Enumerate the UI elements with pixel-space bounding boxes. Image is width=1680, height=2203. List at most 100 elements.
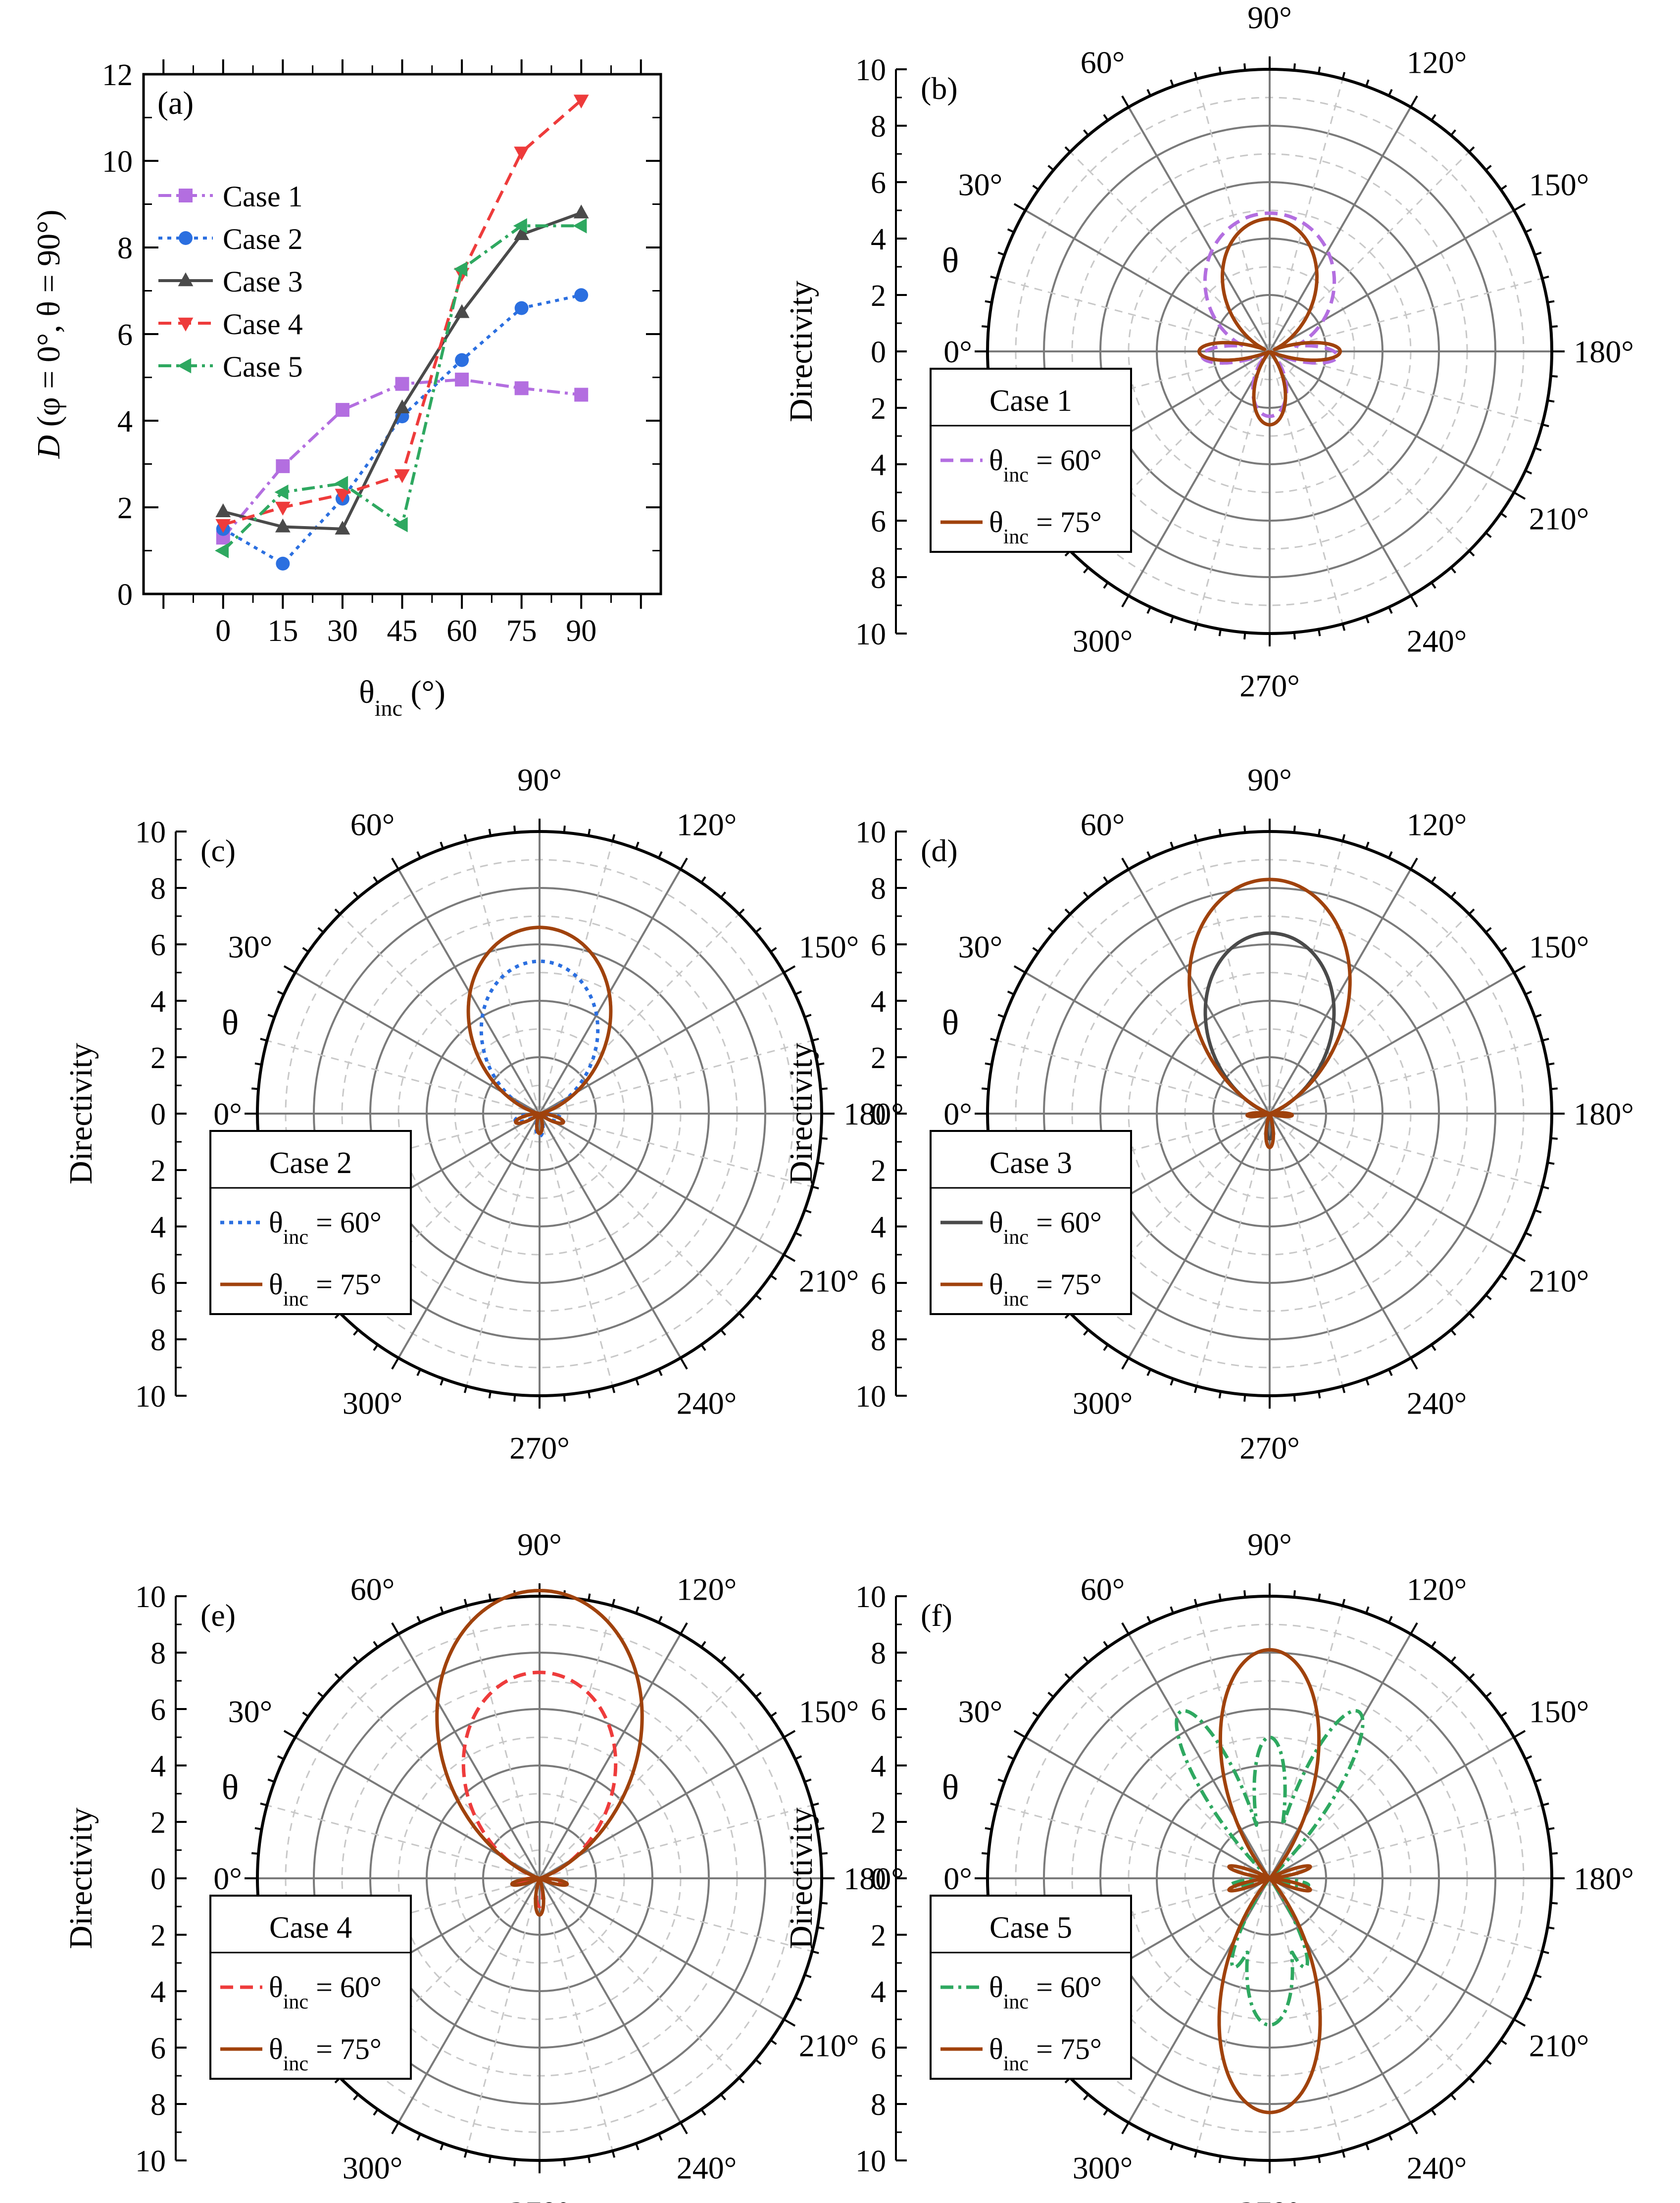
grid-spoke <box>397 1113 541 1359</box>
data-point <box>454 304 470 318</box>
angle-tick <box>1513 1730 1526 1738</box>
angle-tick <box>1083 567 1089 574</box>
grid-spoke <box>1196 1113 1271 1386</box>
grid-spoke <box>1269 350 1515 493</box>
radial-tick-label: 0 <box>150 1862 166 1896</box>
angle-tick <box>812 1950 819 1955</box>
angle-tick <box>1013 203 1026 211</box>
angle-tick <box>1485 927 1492 933</box>
angle-tick <box>1341 2151 1346 2158</box>
radial-tick-label: 0 <box>871 1862 886 1896</box>
angle-tick <box>1047 927 1054 933</box>
grid-spoke <box>1269 1736 1515 1879</box>
radial-tick-label: 2 <box>871 279 886 313</box>
angle-tick <box>680 1622 688 1635</box>
angle-tick <box>1547 1162 1555 1165</box>
angle-label: 240° <box>1407 1386 1467 1421</box>
legend-label: θinc = 75° <box>989 2033 1102 2075</box>
angle-tick <box>985 1827 992 1830</box>
grid-spoke <box>539 1113 812 1187</box>
radial-tick-label: 8 <box>871 872 886 906</box>
angle-tick <box>588 1593 591 1601</box>
data-point <box>514 301 529 315</box>
data-point <box>573 218 587 234</box>
angle-tick <box>985 1062 992 1066</box>
angle-tick <box>770 947 777 953</box>
radial-tick-label: 10 <box>855 53 886 87</box>
grid-spoke <box>1269 209 1515 352</box>
angle-tick <box>997 1014 1005 1018</box>
angle-tick <box>1146 1369 1151 1376</box>
angle-tick <box>267 1778 275 1783</box>
angle-tick <box>1500 1712 1507 1717</box>
data-point <box>215 519 231 533</box>
angle-label: 270° <box>1239 668 1300 703</box>
angle-tick <box>563 826 566 833</box>
angle-tick <box>1534 447 1542 451</box>
data-point <box>335 403 349 417</box>
angle-tick <box>1485 2058 1492 2065</box>
angle-label: 150° <box>799 1694 859 1729</box>
angle-tick <box>820 1137 828 1140</box>
series-curve-2 <box>1187 878 1352 1149</box>
panel-label: (a) <box>157 85 194 121</box>
radial-tick-label: 8 <box>871 110 886 144</box>
angle-tick <box>1013 1730 1026 1738</box>
theta-label: θ <box>222 1767 239 1807</box>
angle-tick <box>463 2151 468 2158</box>
grid-spoke <box>539 1805 812 1879</box>
angle-tick <box>251 1087 259 1090</box>
y-axis-label: Directivity <box>783 1043 819 1184</box>
angle-tick <box>1450 1656 1456 1663</box>
radial-tick-label: 0 <box>871 336 886 369</box>
grid-spoke <box>1196 79 1271 352</box>
angle-label: 90° <box>517 762 562 797</box>
angle-tick <box>353 1656 359 1663</box>
angle-tick <box>794 1755 802 1760</box>
angle-tick <box>738 2077 745 2084</box>
angle-tick <box>440 1606 444 1614</box>
angle-tick <box>416 2133 421 2141</box>
angle-tick <box>990 1802 997 1807</box>
angle-tick <box>1083 1656 1089 1663</box>
angle-tick <box>1534 1974 1542 1978</box>
angle-tick <box>1341 72 1346 79</box>
grid-spoke <box>539 1040 812 1115</box>
angle-tick <box>1341 1386 1346 1393</box>
legend-label: θinc = 60° <box>989 1971 1102 2013</box>
data-point <box>455 353 469 367</box>
angle-tick <box>488 2155 492 2163</box>
angle-tick <box>302 1712 309 1717</box>
angle-tick <box>1146 851 1151 859</box>
radial-tick-label: 6 <box>150 1693 166 1727</box>
radial-tick-label: 8 <box>871 561 886 595</box>
data-point <box>453 261 468 277</box>
angle-tick <box>1550 375 1558 378</box>
angle-tick <box>277 990 285 995</box>
angle-tick <box>755 927 762 933</box>
panel-d: 0° 30° 60° 90° 120° 150° 180° 210° 240° 270° 300° 0… <box>783 762 1634 1466</box>
radial-tick-label: 4 <box>871 985 886 1019</box>
angle-label: 300° <box>343 1386 403 1421</box>
angle-tick <box>720 2094 726 2101</box>
angle-tick <box>1218 829 1222 836</box>
angle-tick <box>1193 1386 1198 1393</box>
angle-tick <box>812 1185 819 1190</box>
angle-label: 300° <box>343 2151 403 2186</box>
angle-tick <box>1525 228 1532 233</box>
angle-tick <box>1083 891 1089 898</box>
angle-tick <box>1121 1622 1130 1635</box>
angle-tick <box>1550 1852 1558 1855</box>
angle-label: 180° <box>1574 334 1634 369</box>
y-tick-label: 6 <box>117 318 133 352</box>
angle-label: 30° <box>958 930 1003 965</box>
angle-tick <box>1293 2159 1296 2166</box>
y-tick-label: 8 <box>117 232 133 265</box>
series-curve-1 <box>461 1670 618 1909</box>
data-point <box>514 226 530 240</box>
angle-tick <box>817 1827 825 1830</box>
radial-tick-label: 2 <box>150 1806 166 1840</box>
angle-label: 60° <box>350 807 395 842</box>
panel-e: 0° 30° 60° 90° 120° 150° 180° 210° 240° 270° 300° 0… <box>63 1527 904 2203</box>
angle-tick <box>817 1062 825 1066</box>
